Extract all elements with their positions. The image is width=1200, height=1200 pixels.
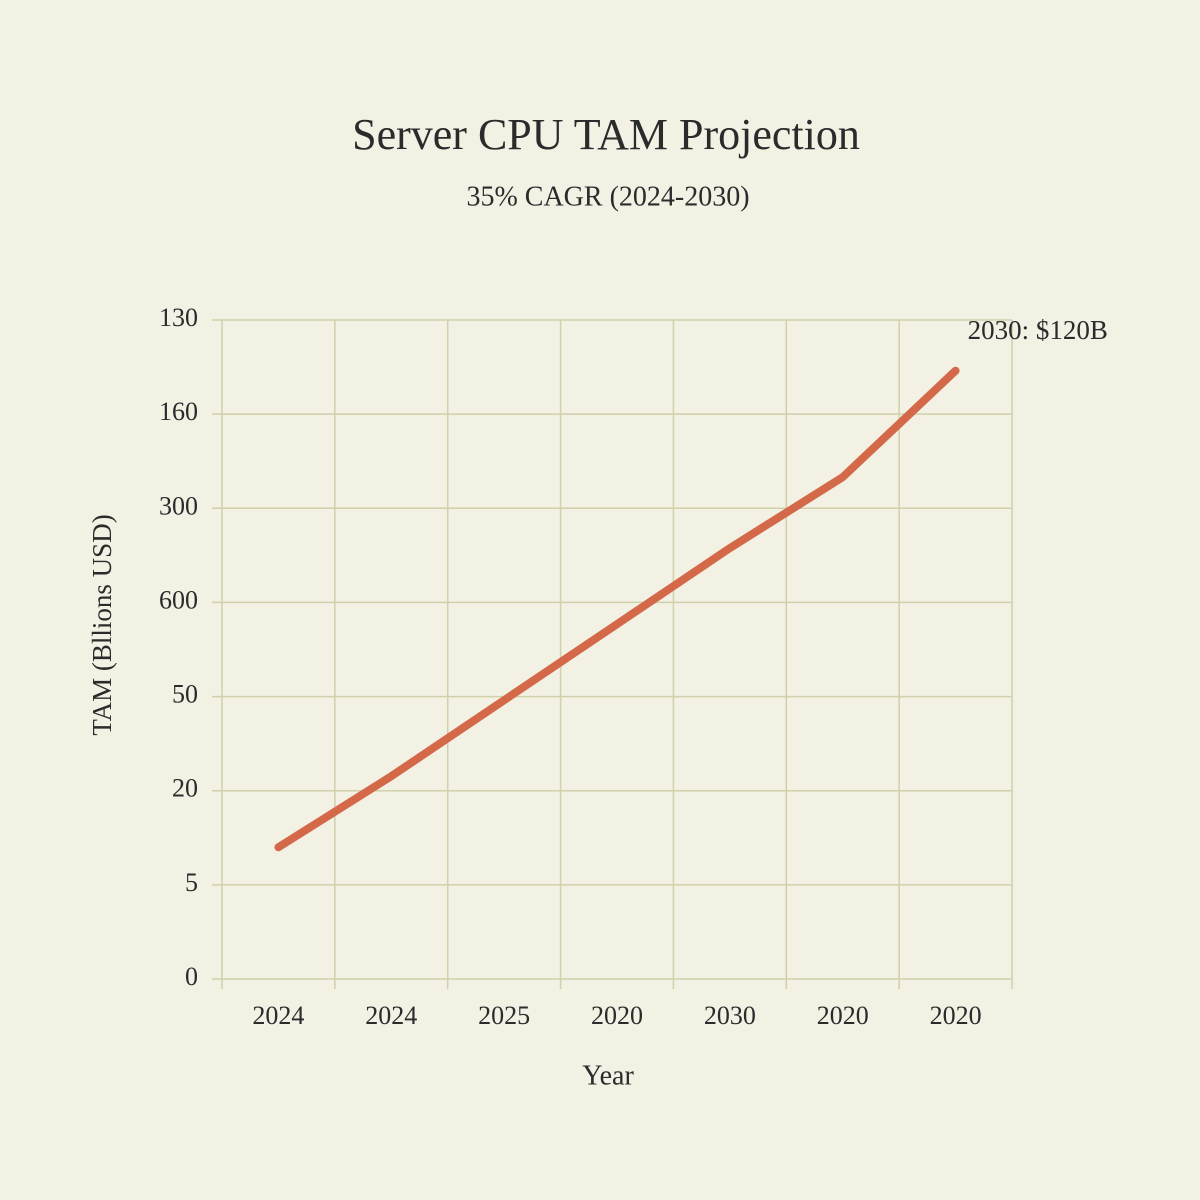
x-tick-label: 2024 — [252, 1001, 304, 1030]
y-tick-label: 5 — [185, 868, 198, 897]
x-tick-label: 2020 — [591, 1001, 643, 1030]
x-axis-title: Year — [582, 1060, 634, 1091]
x-tick-label: 2025 — [478, 1001, 530, 1030]
y-tick-label: 50 — [172, 680, 198, 709]
y-tick-label: 20 — [172, 774, 198, 803]
data-line — [274, 366, 960, 852]
y-axis-title: TAM (Bllions USD) — [87, 514, 117, 735]
y-tick-label: 0 — [185, 962, 198, 991]
y-tick-label: 130 — [159, 303, 198, 332]
y-tick-label: 160 — [159, 397, 198, 426]
annotation: 2030: $120B — [968, 315, 1108, 345]
x-tick-label: 2024 — [365, 1001, 417, 1030]
chart-subtitle: 35% CAGR (2024-2030) — [466, 181, 749, 212]
x-tick-label: 2020 — [930, 1001, 982, 1030]
y-tick-label: 600 — [159, 585, 198, 614]
x-tick-label: 2030 — [704, 1001, 756, 1030]
chart-title: Server CPU TAM Projection — [352, 110, 860, 159]
y-tick-label: 300 — [159, 491, 198, 520]
x-tick-label: 2020 — [817, 1001, 869, 1030]
